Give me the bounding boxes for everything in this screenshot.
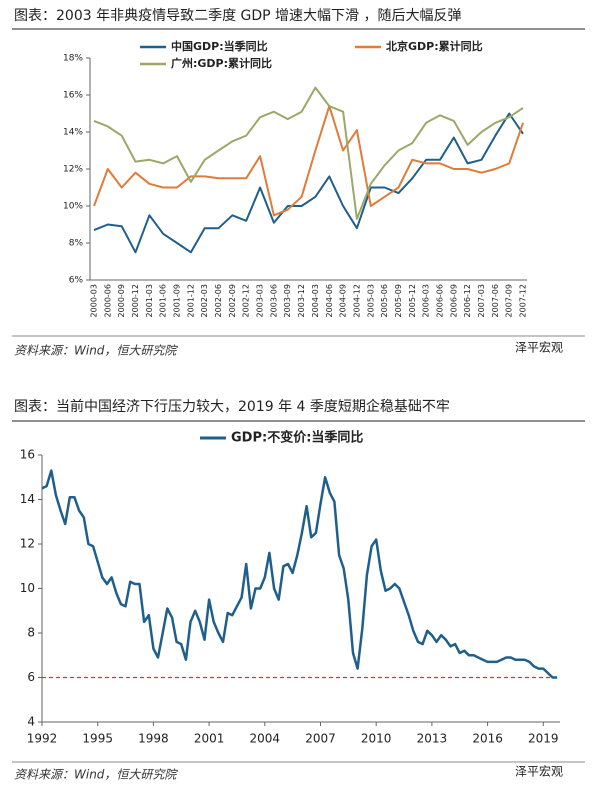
x-tick-label: 2004-03 — [311, 284, 320, 317]
legend-label: GDP:不变价:当季同比 — [231, 430, 363, 446]
x-tick-label: 2006-12 — [463, 284, 472, 317]
x-tick-label: 1995 — [82, 732, 113, 746]
series-line — [93, 105, 524, 217]
x-tick-label: 2007 — [305, 732, 336, 746]
x-tick-label: 2013 — [417, 732, 448, 746]
series-line — [93, 112, 524, 254]
series-line — [41, 469, 558, 679]
x-tick-label: 2006-03 — [422, 284, 431, 317]
x-tick-label: 2001-03 — [145, 284, 154, 317]
y-tick-label: 16% — [63, 91, 83, 101]
watermark: 泽平宏观 — [515, 340, 563, 355]
series-line — [93, 86, 524, 220]
x-tick-label: 2016 — [472, 732, 503, 746]
x-tick-label: 2006-06 — [435, 284, 444, 317]
x-tick-label: 2007-03 — [477, 284, 486, 317]
y-tick-label: 14% — [63, 128, 83, 138]
legend-label: 中国GDP:当季同比 — [171, 39, 268, 53]
x-tick-label: 2003-03 — [256, 284, 265, 317]
x-tick-label: 2002-03 — [200, 284, 209, 317]
x-tick-label: 2001-09 — [173, 284, 182, 317]
watermark: 泽平宏观 — [515, 764, 563, 779]
x-tick-label: 1992 — [27, 732, 58, 746]
x-tick-label: 2000-12 — [131, 284, 140, 317]
x-tick-label: 2004 — [250, 732, 281, 746]
y-tick-label: 12% — [63, 165, 83, 175]
x-tick-label: 2000-03 — [90, 284, 99, 317]
x-tick-label: 2001-12 — [186, 284, 195, 317]
source-note: 资料来源：Wind，恒大研究院 — [14, 768, 178, 782]
x-tick-label: 2019 — [528, 732, 559, 746]
y-tick-label: 16 — [20, 448, 35, 462]
y-tick-label: 6 — [27, 670, 35, 684]
x-tick-label: 2005-03 — [366, 284, 375, 317]
chart-title: 图表：2003 年非典疫情导致二季度 GDP 增速大幅下滑 ，随后大幅反弹 — [14, 7, 462, 24]
y-tick-label: 12 — [20, 537, 35, 551]
x-tick-label: 2002-12 — [242, 284, 251, 317]
y-tick-label: 18% — [63, 54, 83, 64]
x-tick-label: 2003-06 — [269, 284, 278, 317]
x-tick-label: 2003-12 — [297, 284, 306, 317]
y-tick-label: 4 — [27, 715, 35, 729]
x-tick-label: 2004-06 — [325, 284, 334, 317]
legend-label: 广州:GDP:累计同比 — [171, 56, 272, 70]
y-tick-label: 6% — [69, 276, 84, 286]
x-tick-label: 2000-09 — [117, 284, 126, 317]
y-tick-label: 8% — [69, 239, 84, 249]
x-tick-label: 2005-06 — [380, 284, 389, 317]
x-tick-label: 2006-09 — [449, 284, 458, 317]
chart-title: 图表：当前中国经济下行压力较大，2019 年 4 季度短期企稳基础不牢 — [14, 398, 450, 415]
x-tick-label: 2004-12 — [352, 284, 361, 317]
x-tick-label: 2010 — [361, 732, 392, 746]
x-tick-label: 2005-12 — [408, 284, 417, 317]
x-tick-label: 2001 — [194, 732, 225, 746]
y-tick-label: 14 — [20, 492, 35, 506]
y-tick-label: 10% — [63, 202, 83, 212]
x-tick-label: 2004-09 — [339, 284, 348, 317]
x-tick-label: 2007-12 — [519, 284, 528, 317]
x-tick-label: 2000-06 — [103, 284, 112, 317]
source-note: 资料来源：Wind，恒大研究院 — [14, 344, 178, 358]
x-tick-label: 2005-09 — [394, 284, 403, 317]
x-tick-label: 1998 — [138, 732, 169, 746]
x-tick-label: 2007-09 — [505, 284, 514, 317]
legend-label: 北京GDP:累计同比 — [386, 39, 483, 53]
y-tick-label: 8 — [27, 626, 35, 640]
x-tick-label: 2007-06 — [491, 284, 500, 317]
x-tick-label: 2001-06 — [159, 284, 168, 317]
x-tick-label: 2002-09 — [228, 284, 237, 317]
x-tick-label: 2003-09 — [283, 284, 292, 317]
y-tick-label: 10 — [20, 581, 35, 595]
x-tick-label: 2002-06 — [214, 284, 223, 317]
